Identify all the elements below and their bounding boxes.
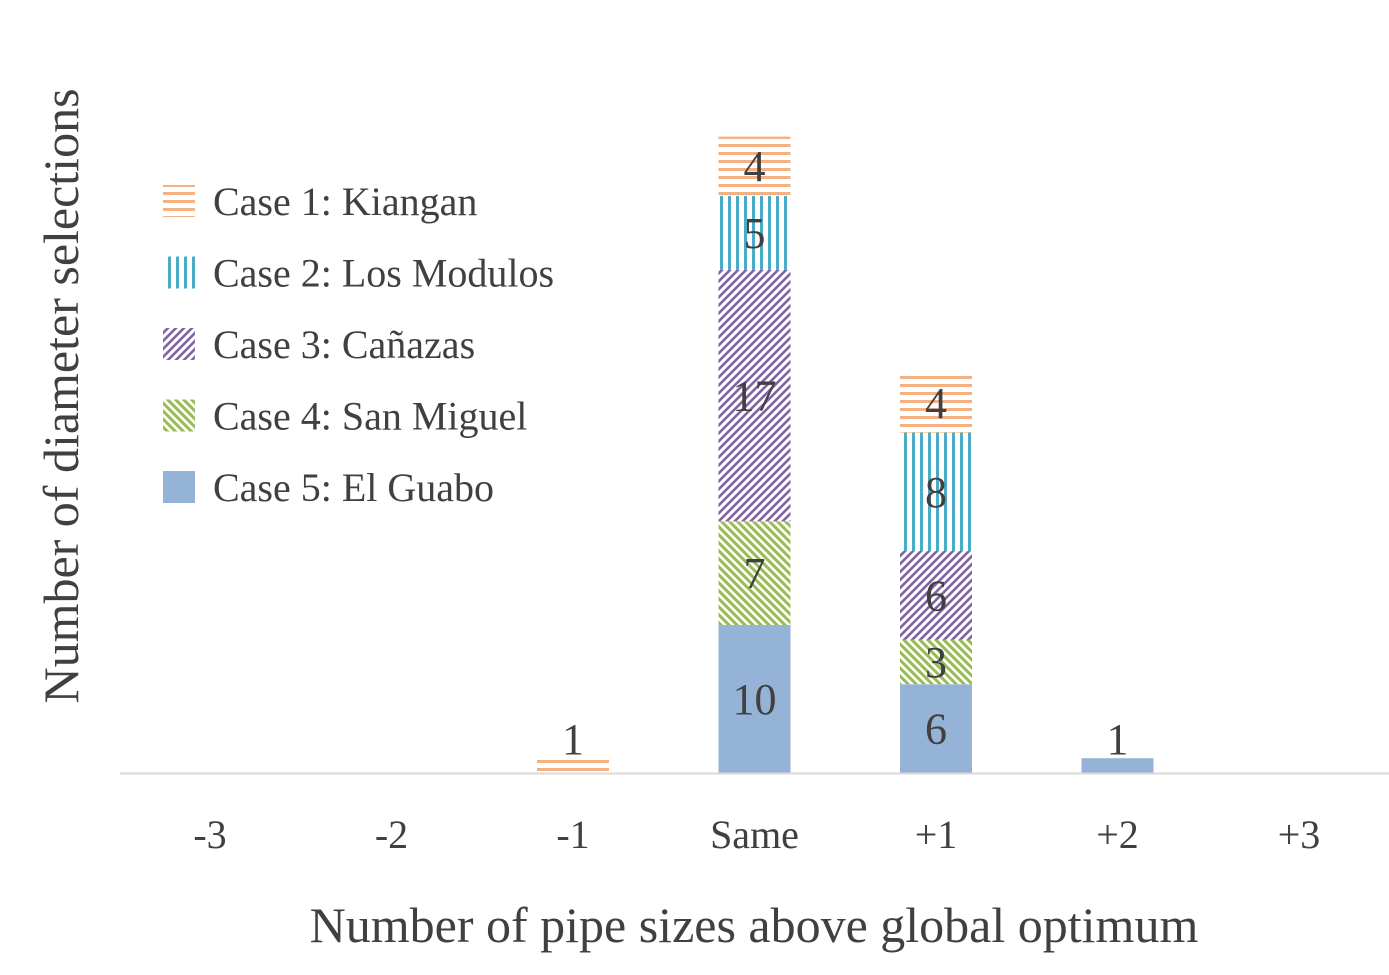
- data-label-case-5-el-guabo-same: 10: [733, 675, 777, 724]
- x-tick-label-2: +2: [1096, 812, 1139, 857]
- legend-swatch-case-4-san-miguel: [163, 399, 195, 432]
- legend-swatch-case-2-los-modulos: [163, 256, 195, 289]
- bar-case-3-ca-azas-same: [718, 269, 791, 522]
- legend: Case 1: Kiangan Case 2: Los Modulos Case 3…: [163, 179, 554, 510]
- legend-item-case-5-el-guabo: Case 5: El Guabo: [163, 465, 494, 510]
- bar-case-3-ca-azas-1: [900, 551, 972, 640]
- legend-label-case-1-kiangan: Case 1: Kiangan: [213, 179, 477, 224]
- x-tick-label-2: -2: [375, 812, 408, 857]
- x-tick-label-3: +3: [1278, 812, 1321, 857]
- x-tick-label-1: +1: [915, 812, 958, 857]
- legend-item-case-1-kiangan: Case 1: Kiangan: [163, 179, 477, 224]
- data-label-case-5-el-guabo-2: 1: [1107, 715, 1129, 764]
- bar-case-1-kiangan-same: [718, 136, 791, 196]
- legend-label-case-4-san-miguel: Case 4: San Miguel: [213, 394, 527, 439]
- x-tick-label-same: Same: [710, 812, 799, 857]
- x-tick-label-3: -3: [193, 812, 226, 857]
- legend-label-case-5-el-guabo: Case 5: El Guabo: [213, 465, 494, 510]
- data-label-case-1-kiangan-1: 1: [562, 715, 584, 764]
- legend-item-case-3-ca-azas: Case 3: Cañazas: [163, 322, 475, 367]
- bars-layer: [537, 136, 1154, 773]
- bar-case-1-kiangan-1: [537, 758, 609, 773]
- legend-item-case-4-san-miguel: Case 4: San Miguel: [163, 394, 527, 439]
- data-label-case-3-ca-azas-same: 17: [733, 372, 777, 421]
- legend-item-case-2-los-modulos: Case 2: Los Modulos: [163, 251, 554, 296]
- legend-swatch-case-1-kiangan: [163, 185, 195, 217]
- data-labels-layer: 1 10 7 17 5 4 6 3 6 8 4 1: [562, 142, 1129, 764]
- data-label-case-1-kiangan-same: 4: [744, 142, 766, 191]
- bar-case-2-los-modulos-1: [900, 432, 972, 551]
- bar-case-2-los-modulos-same: [718, 195, 791, 270]
- bar-case-5-el-guabo-2: [1081, 758, 1154, 773]
- data-label-case-2-los-modulos-1: 8: [925, 468, 947, 517]
- x-tick-label-1: -1: [556, 812, 589, 857]
- bar-case-5-el-guabo-1: [900, 684, 972, 773]
- data-label-case-4-san-miguel-same: 7: [744, 549, 766, 598]
- x-axis-title: Number of pipe sizes above global optimu…: [310, 897, 1199, 953]
- legend-label-case-3-ca-azas: Case 3: Cañazas: [213, 322, 475, 367]
- bar-case-1-kiangan-1: [900, 373, 972, 433]
- legend-swatch-case-3-ca-azas: [163, 328, 195, 360]
- bar-case-4-san-miguel-same: [718, 521, 791, 625]
- bar-case-5-el-guabo-same: [718, 625, 791, 773]
- data-label-case-5-el-guabo-1: 6: [925, 705, 947, 754]
- data-label-case-4-san-miguel-1: 3: [925, 638, 947, 687]
- legend-swatch-case-5-el-guabo: [163, 471, 195, 503]
- bar-case-4-san-miguel-1: [900, 639, 972, 685]
- data-label-case-1-kiangan-1: 4: [925, 379, 947, 428]
- legend-label-case-2-los-modulos: Case 2: Los Modulos: [213, 251, 554, 296]
- x-tick-labels: -3 -2 -1 Same +1 +2 +3: [193, 812, 1320, 857]
- y-axis-title: Number of diameter selections: [33, 88, 89, 703]
- data-label-case-2-los-modulos-same: 5: [744, 209, 766, 258]
- data-label-case-3-ca-azas-1: 6: [925, 571, 947, 620]
